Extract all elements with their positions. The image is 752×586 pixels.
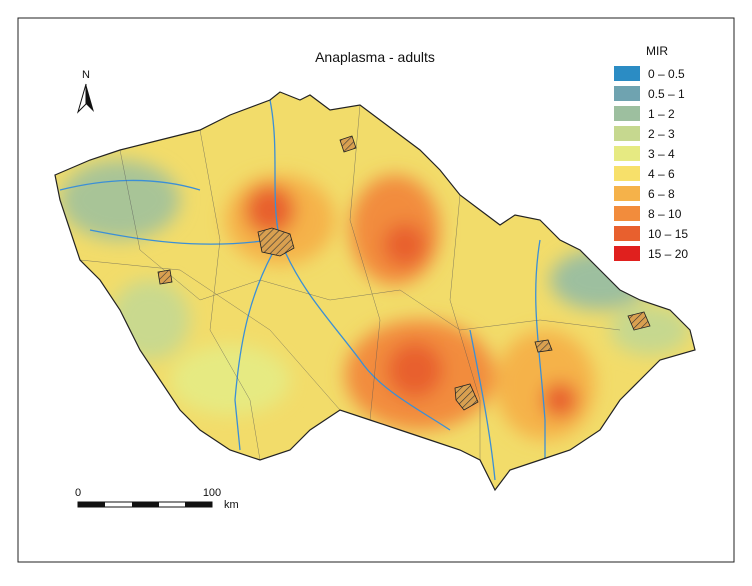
scale-unit: km xyxy=(224,499,239,511)
north-arrow: N xyxy=(76,69,94,114)
legend-label: 3 – 4 xyxy=(648,147,675,161)
scale-bar: 0 100 km xyxy=(75,487,239,511)
north-label: N xyxy=(82,69,90,81)
legend-swatch xyxy=(614,66,640,81)
legend-label: 0 – 0.5 xyxy=(648,67,685,81)
legend-title: MIR xyxy=(646,44,668,58)
surface xyxy=(55,92,695,490)
legend: MIR 0 – 0.5 0.5 – 1 1 – 2 2 – 3 3 – 4 4 – 6 6 … xyxy=(614,44,688,261)
legend-swatch xyxy=(614,166,640,181)
scale-start: 0 xyxy=(75,487,81,499)
scale-end: 100 xyxy=(203,487,221,499)
legend-swatch xyxy=(614,126,640,141)
legend-label: 8 – 10 xyxy=(648,207,682,221)
legend-label: 4 – 6 xyxy=(648,167,675,181)
cities xyxy=(157,135,651,411)
legend-swatch xyxy=(614,206,640,221)
legend-label: 6 – 8 xyxy=(648,187,675,201)
legend-swatch xyxy=(614,246,640,261)
legend-label: 0.5 – 1 xyxy=(648,87,685,101)
legend-swatch xyxy=(614,226,640,241)
frame xyxy=(17,17,735,563)
map-title: Anaplasma - adults xyxy=(315,49,435,65)
legend-swatch xyxy=(614,86,640,101)
legend-swatch xyxy=(614,146,640,161)
legend-label: 15 – 20 xyxy=(648,247,688,261)
legend-swatch xyxy=(614,106,640,121)
legend-label: 2 – 3 xyxy=(648,127,675,141)
legend-label: 1 – 2 xyxy=(648,107,675,121)
legend-swatch xyxy=(614,186,640,201)
legend-label: 10 – 15 xyxy=(648,227,688,241)
